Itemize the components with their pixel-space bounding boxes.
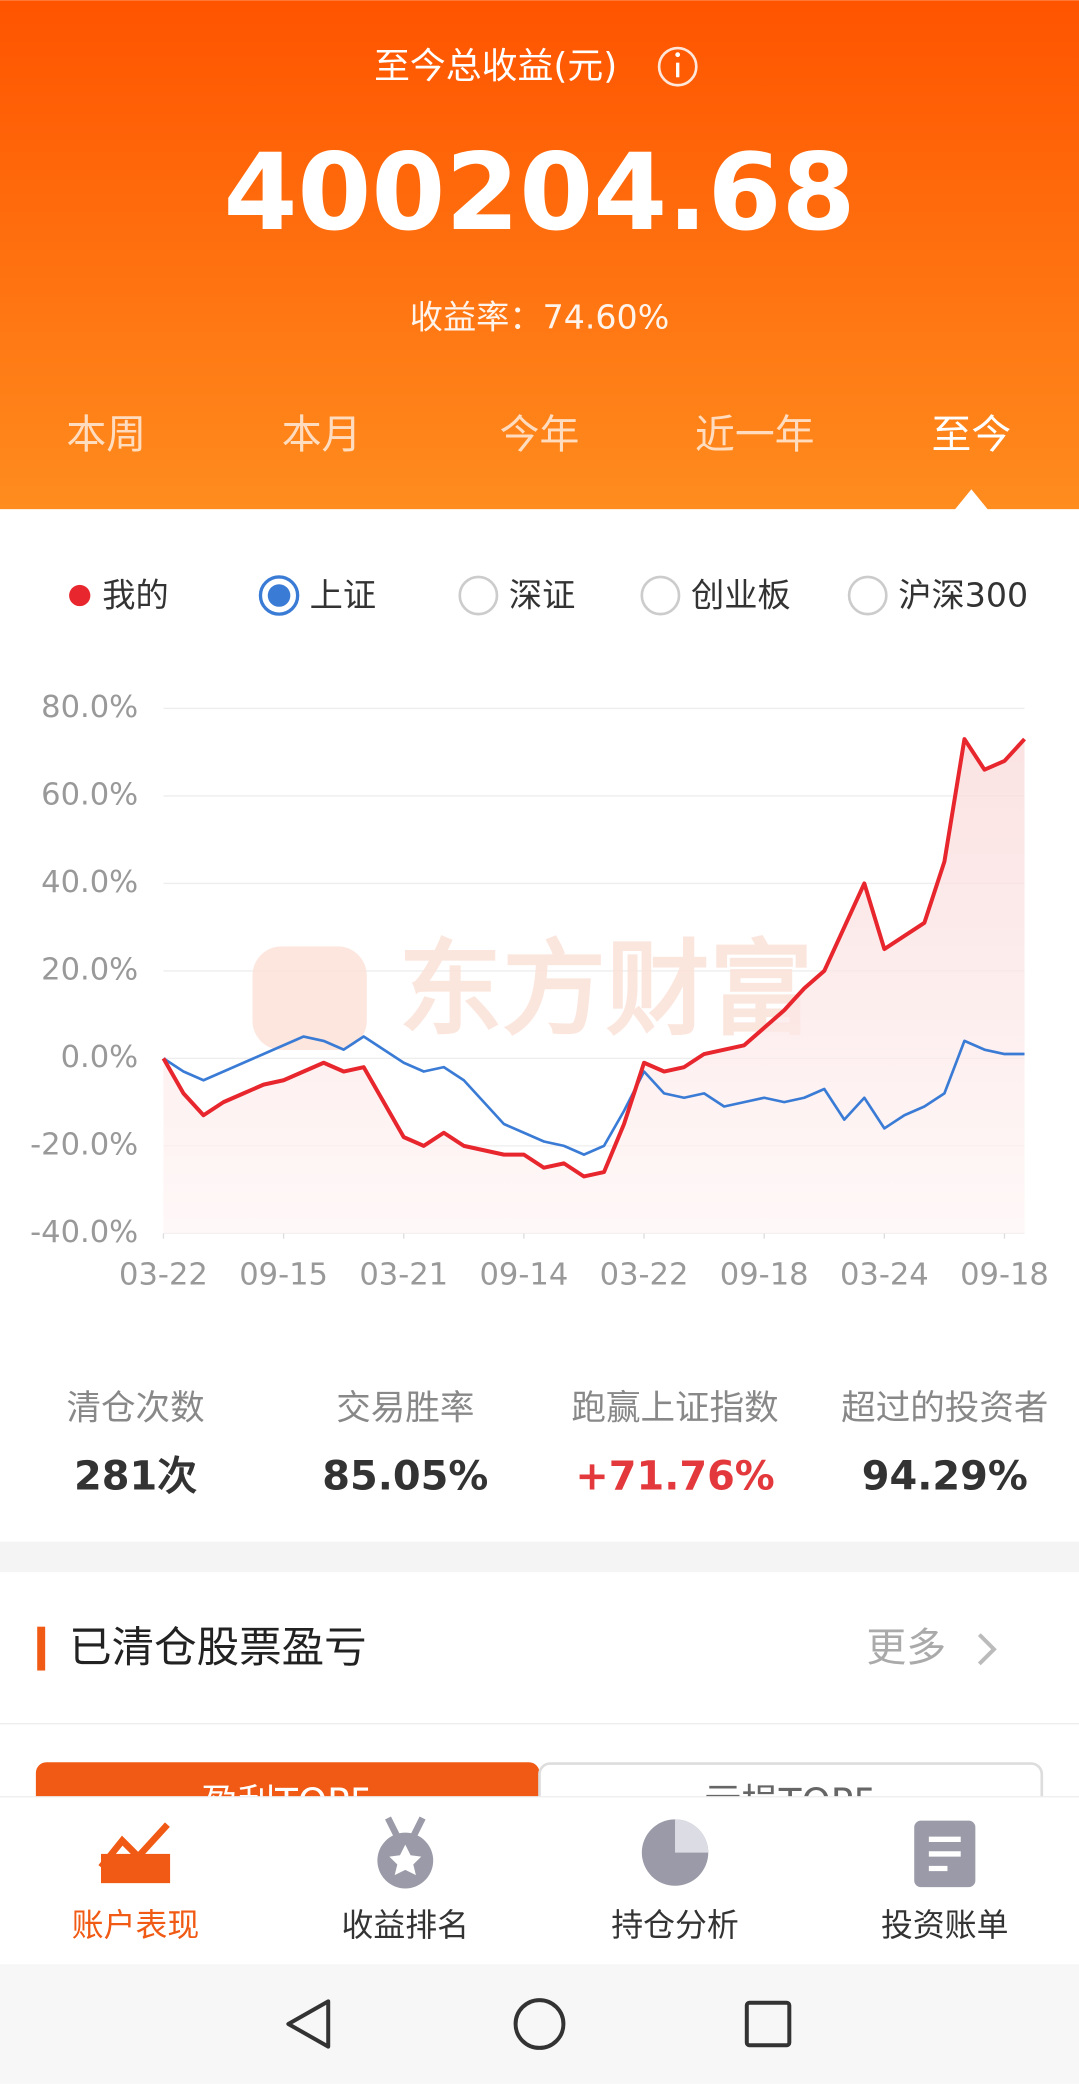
y-tick-label: 20.0% xyxy=(41,952,138,987)
home-button[interactable] xyxy=(513,1998,566,2050)
period-tab[interactable]: 近一年 xyxy=(695,412,815,458)
period-tab[interactable]: 本周 xyxy=(66,412,146,458)
period-tab[interactable]: 本月 xyxy=(282,412,362,458)
y-tick-label: 40.0% xyxy=(41,865,138,900)
x-tick-label: 09-18 xyxy=(960,1257,1049,1292)
total-amount: 400204.68 xyxy=(223,131,855,255)
period-tab[interactable]: 今年 xyxy=(500,412,580,458)
nav-label: 收益排名 xyxy=(342,1906,470,1944)
tab-indicator xyxy=(954,489,989,511)
legend-label[interactable]: 沪深300 xyxy=(898,575,1028,614)
stat-label: 跑赢上证指数 xyxy=(571,1389,778,1429)
nav-icon xyxy=(675,1819,709,1853)
stat-label: 交易胜率 xyxy=(336,1389,474,1429)
nav-item[interactable]: 账户表现 xyxy=(72,1822,199,1944)
y-tick-label: -40.0% xyxy=(30,1215,138,1250)
radio[interactable] xyxy=(640,575,681,616)
radio[interactable] xyxy=(847,575,888,616)
series-line xyxy=(162,1035,1025,1156)
x-tick-label: 09-18 xyxy=(720,1257,809,1292)
radio-selected-dot xyxy=(267,584,291,607)
nav-icon xyxy=(98,1822,170,1870)
watermark: 东方财富 xyxy=(399,930,814,1050)
info-icon-dot xyxy=(675,52,681,58)
x-tick-label: 03-22 xyxy=(600,1257,689,1292)
x-tick-label: 03-22 xyxy=(119,1257,208,1292)
period-tab[interactable]: 至今 xyxy=(932,412,1012,458)
section-bar xyxy=(37,1626,46,1671)
y-tick-label: 0.0% xyxy=(61,1040,139,1075)
nav-label: 持仓分析 xyxy=(611,1906,739,1944)
watermark-logo xyxy=(252,946,367,1050)
nav-bg xyxy=(0,1796,1079,1965)
y-tick-label: 60.0% xyxy=(41,777,138,812)
stat-value: 281次 xyxy=(74,1454,197,1500)
nav-item[interactable]: 投资账单 xyxy=(881,1820,1009,1944)
back-button[interactable] xyxy=(286,1999,331,2049)
x-tick-label: 03-24 xyxy=(840,1257,929,1292)
x-tick-label: 09-14 xyxy=(480,1257,569,1292)
radio[interactable] xyxy=(458,575,499,616)
area-fill xyxy=(163,739,1025,1234)
stat-value: +71.76% xyxy=(575,1454,774,1500)
return-rate: 收益率：74.60% xyxy=(410,298,670,337)
legend-label[interactable]: 上证 xyxy=(310,575,376,614)
nav-icon xyxy=(100,1853,171,1884)
header-bg xyxy=(0,0,1079,510)
stat-value: 94.29% xyxy=(862,1454,1028,1500)
recents-button[interactable] xyxy=(744,2000,792,2048)
x-tick-label: 09-15 xyxy=(239,1257,328,1292)
y-tick-label: 80.0% xyxy=(41,690,138,725)
section-title: 已清仓股票盈亏 xyxy=(69,1624,367,1673)
nav-label: 账户表现 xyxy=(72,1906,199,1944)
more-link[interactable]: 更多 xyxy=(866,1625,946,1671)
nav-label: 投资账单 xyxy=(881,1906,1009,1944)
nav-icon xyxy=(389,1844,422,1876)
stat-label: 超过的投资者 xyxy=(841,1389,1048,1429)
x-tick-label: 03-21 xyxy=(359,1257,448,1292)
y-tick-label: -20.0% xyxy=(30,1127,138,1162)
nav-item[interactable]: 持仓分析 xyxy=(611,1819,739,1944)
nav-item[interactable]: 收益排名 xyxy=(342,1816,470,1944)
legend-label[interactable]: 深证 xyxy=(509,575,575,614)
system-nav xyxy=(0,1964,1079,2084)
stat-value: 85.05% xyxy=(322,1454,488,1500)
series-line xyxy=(161,737,1026,1179)
info-icon[interactable] xyxy=(657,46,698,87)
chevron[interactable] xyxy=(977,1633,997,1666)
nav-icon xyxy=(385,1816,426,1839)
header-title: 至今总收益(元) xyxy=(374,46,617,87)
legend-label[interactable]: 创业板 xyxy=(691,575,791,614)
legend-label[interactable]: 我的 xyxy=(102,575,168,614)
stat-label: 清仓次数 xyxy=(66,1389,204,1429)
separator xyxy=(0,1541,1079,1573)
legend-dot xyxy=(69,584,91,607)
